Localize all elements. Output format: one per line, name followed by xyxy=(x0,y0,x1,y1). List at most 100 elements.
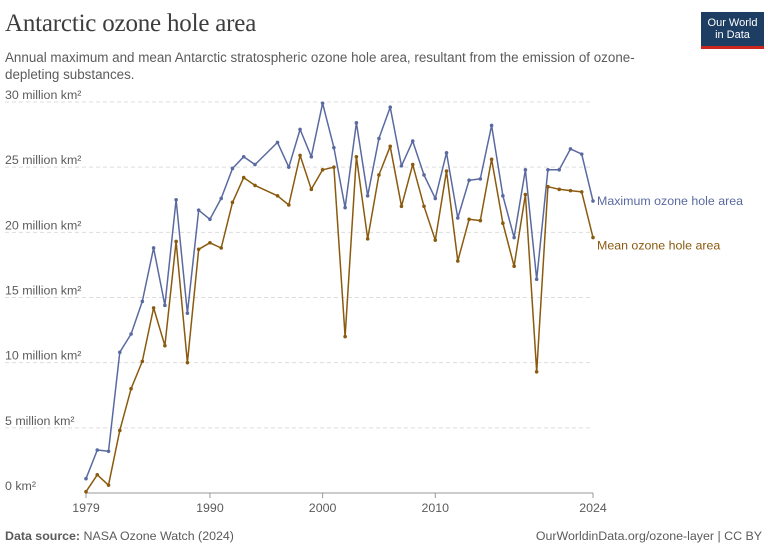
max-data-point[interactable] xyxy=(151,246,156,250)
mean-data-point[interactable] xyxy=(140,359,145,364)
mean-data-point[interactable] xyxy=(523,192,528,197)
max-data-point[interactable] xyxy=(568,147,573,151)
max-data-point[interactable] xyxy=(219,196,223,201)
mean-data-point[interactable] xyxy=(332,165,336,169)
max-data-point[interactable] xyxy=(388,105,393,110)
max-data-point[interactable] xyxy=(95,448,100,452)
max-data-point[interactable] xyxy=(433,196,438,201)
max-series-line[interactable] xyxy=(85,102,594,479)
y-tick-label: 0 km² xyxy=(5,479,36,493)
mean-data-point[interactable] xyxy=(433,238,438,242)
mean-data-point[interactable] xyxy=(241,175,246,180)
max-data-point[interactable] xyxy=(377,136,381,141)
mean-data-point[interactable] xyxy=(84,489,88,494)
max-data-point[interactable] xyxy=(591,199,595,203)
mean-data-point[interactable] xyxy=(467,217,471,222)
max-data-point[interactable] xyxy=(489,123,494,128)
mean-data-point[interactable] xyxy=(320,167,325,172)
max-data-point[interactable] xyxy=(298,127,302,132)
max-data-point[interactable] xyxy=(534,277,539,282)
grid-lines xyxy=(5,101,593,494)
max-data-point[interactable] xyxy=(163,303,167,308)
max-data-point[interactable] xyxy=(174,197,178,202)
mean-data-point[interactable] xyxy=(208,240,212,245)
mean-data-point[interactable] xyxy=(163,343,167,348)
mean-data-point[interactable] xyxy=(568,188,573,193)
max-data-point[interactable] xyxy=(546,167,550,172)
max-data-point[interactable] xyxy=(309,154,314,159)
mean-data-point[interactable] xyxy=(287,203,291,207)
mean-data-point[interactable] xyxy=(196,247,201,252)
mean-data-point[interactable] xyxy=(230,200,235,205)
mean-data-point[interactable] xyxy=(129,386,133,391)
max-data-point[interactable] xyxy=(354,121,359,125)
max-data-point[interactable] xyxy=(444,151,449,155)
mean-data-point[interactable] xyxy=(422,204,426,209)
max-data-point[interactable] xyxy=(456,216,460,220)
mean-data-point[interactable] xyxy=(365,237,370,241)
max-data-point[interactable] xyxy=(467,178,471,182)
max-data-point[interactable] xyxy=(140,299,145,304)
max-series-label[interactable]: Maximum ozone hole area xyxy=(597,194,743,208)
max-data-point[interactable] xyxy=(287,165,291,169)
max-data-point[interactable] xyxy=(501,194,505,198)
mean-data-point[interactable] xyxy=(377,173,381,177)
max-data-point[interactable] xyxy=(253,162,257,167)
mean-data-point[interactable] xyxy=(185,360,190,365)
mean-data-point[interactable] xyxy=(591,235,595,240)
max-data-point[interactable] xyxy=(118,350,122,355)
max-data-point[interactable] xyxy=(275,140,280,145)
max-data-point[interactable] xyxy=(343,205,347,210)
max-data-point[interactable] xyxy=(230,166,235,171)
mean-data-point[interactable] xyxy=(399,204,404,209)
mean-data-point[interactable] xyxy=(489,157,494,162)
mean-data-point[interactable] xyxy=(557,187,561,192)
mean-data-point[interactable] xyxy=(501,221,505,226)
max-data-point[interactable] xyxy=(557,167,561,172)
max-data-point[interactable] xyxy=(399,164,404,168)
mean-data-point[interactable] xyxy=(546,184,550,189)
mean-data-point[interactable] xyxy=(534,369,539,374)
mean-data-point[interactable] xyxy=(579,190,584,194)
mean-data-point[interactable] xyxy=(118,428,122,433)
max-data-point[interactable] xyxy=(579,152,584,156)
mean-data-point[interactable] xyxy=(275,194,280,198)
mean-data-point[interactable] xyxy=(219,246,223,250)
mean-data-point[interactable] xyxy=(456,259,460,263)
max-data-point[interactable] xyxy=(129,332,133,336)
mean-data-point[interactable] xyxy=(512,264,516,269)
max-data-point[interactable] xyxy=(365,194,370,198)
mean-data-point[interactable] xyxy=(106,483,111,487)
max-data-point[interactable] xyxy=(422,173,426,177)
mean-data-point[interactable] xyxy=(444,169,449,173)
mean-data-point[interactable] xyxy=(253,183,257,188)
mean-data-point[interactable] xyxy=(343,334,347,339)
max-data-point[interactable] xyxy=(208,217,212,222)
mean-series-label[interactable]: Mean ozone hole area xyxy=(597,239,720,253)
max-data-point[interactable] xyxy=(478,177,483,181)
mean-data-point[interactable] xyxy=(298,153,302,158)
max-data-point[interactable] xyxy=(523,167,528,172)
mean-data-point[interactable] xyxy=(309,187,314,192)
footer-url-license[interactable]: OurWorldinData.org/ozone-layer | CC BY xyxy=(535,529,762,543)
mean-data-point[interactable] xyxy=(174,239,178,244)
mean-data-point[interactable] xyxy=(95,472,100,477)
max-data-point[interactable] xyxy=(512,235,516,240)
mean-data-point[interactable] xyxy=(151,306,156,310)
data-source-value[interactable]: NASA Ozone Watch (2024) xyxy=(83,529,234,543)
max-data-point[interactable] xyxy=(185,311,190,315)
mean-data-point[interactable] xyxy=(478,218,483,223)
mean-data-point[interactable] xyxy=(388,144,393,149)
max-data-point[interactable] xyxy=(241,154,246,159)
max-data-point[interactable] xyxy=(196,208,201,212)
max-data-point[interactable] xyxy=(106,449,111,454)
mean-data-point[interactable] xyxy=(354,154,359,159)
max-data-point[interactable] xyxy=(84,476,88,481)
max-data-point[interactable] xyxy=(332,145,336,150)
mean-data-point[interactable] xyxy=(410,162,415,167)
max-data-point[interactable] xyxy=(320,101,325,106)
mean-series-line[interactable] xyxy=(85,145,594,493)
max-data-point[interactable] xyxy=(410,139,415,143)
owid-logo[interactable]: Our World in Data xyxy=(701,12,764,49)
